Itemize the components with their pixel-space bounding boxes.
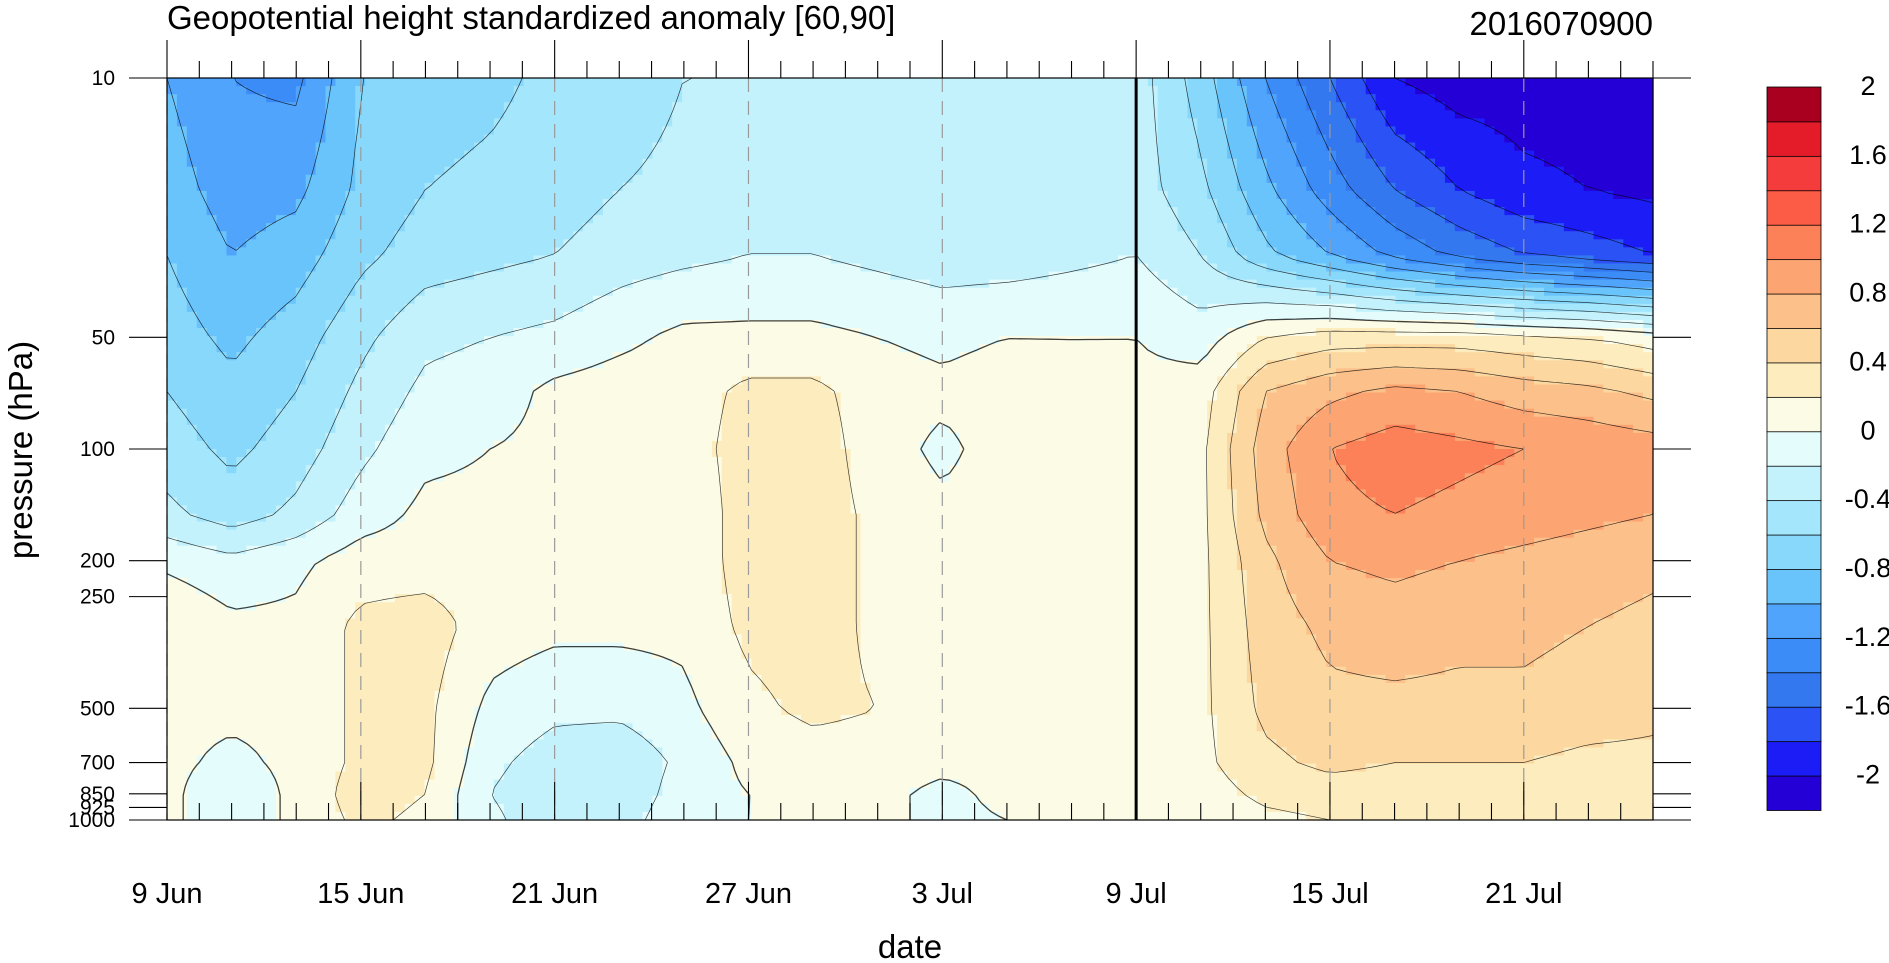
- y-tick-label: 200: [80, 550, 115, 573]
- colorbar-labels: 2 1.6 1.2 0.8 0.4 0 -0.4 -0.8 -1.2 -1.6 -2: [1845, 71, 1889, 790]
- y-tick-label: 250: [80, 586, 115, 609]
- colorbar-box: [1766, 224, 1822, 261]
- y-tick-label: 50: [92, 326, 115, 349]
- colorbar: [1766, 86, 1822, 811]
- colorbar-label: 0.8: [1849, 278, 1887, 308]
- colorbar-box: [1766, 465, 1822, 502]
- colorbar-box: [1766, 396, 1822, 433]
- y-tick-label: 700: [80, 752, 115, 775]
- x-tick-labels: 9 Jun 15 Jun 21 Jun 27 Jun 3 Jul 9 Jul 15 Jul 2…: [132, 878, 1563, 910]
- colorbar-box: [1766, 327, 1822, 364]
- contour-line: [166, 77, 1654, 291]
- colorbar-box: [1766, 603, 1822, 639]
- x-tick-label: 3 Jul: [912, 878, 973, 910]
- y-tick-label: 100: [80, 438, 115, 461]
- colorbar-label: -0.4: [1845, 484, 1889, 514]
- colorbar-label: -2: [1856, 760, 1880, 790]
- contour-line: [1332, 425, 1524, 514]
- x-tick-label: 21 Jun: [511, 878, 598, 910]
- colorbar-label: 2: [1860, 71, 1875, 101]
- run-label: 2016070900: [1469, 5, 1653, 42]
- colorbar-box: [1766, 121, 1822, 157]
- contour-line: [1361, 77, 1654, 253]
- contour-line: [166, 253, 1654, 821]
- y-tick-label: 925: [80, 796, 115, 819]
- colorbar-box: [1766, 430, 1822, 467]
- contour-line: [166, 77, 1654, 527]
- contour-line: [1297, 77, 1654, 273]
- contour-line: [166, 77, 1654, 467]
- y-axis-label: pressure (hPa): [2, 341, 39, 559]
- contour-line: [166, 77, 1654, 359]
- contour-line: [1229, 346, 1654, 773]
- x-tick-label: 9 Jul: [1105, 878, 1166, 910]
- x-tick-label: 9 Jun: [132, 878, 203, 910]
- y-tick-label: 850: [80, 783, 115, 806]
- y-tick-label: 1000: [68, 809, 115, 832]
- colorbar-box: [1766, 671, 1822, 708]
- colorbar-label: -1.6: [1845, 691, 1889, 721]
- contour-line: [1329, 77, 1654, 265]
- colorbar-box: [1766, 189, 1822, 226]
- contour-lines: [166, 77, 1654, 821]
- colorbar-box: [1766, 775, 1822, 811]
- axis-ticks: [129, 40, 1691, 821]
- colorbar-label: -0.8: [1845, 553, 1889, 583]
- x-tick-label: 27 Jun: [705, 878, 792, 910]
- y-tick-label: 10: [92, 67, 115, 90]
- colorbar-box: [1766, 155, 1822, 192]
- x-tick-label: 15 Jul: [1291, 878, 1368, 910]
- colorbar-label: 1.2: [1849, 209, 1887, 239]
- colorbar-box: [1766, 568, 1822, 605]
- x-tick-label: 15 Jun: [317, 878, 404, 910]
- y-tick-label: 500: [80, 697, 115, 720]
- colorbar-box: [1766, 534, 1822, 570]
- colorbar-label: 0.4: [1849, 346, 1887, 376]
- colorbar-box: [1766, 637, 1822, 674]
- colorbar-box: [1766, 86, 1822, 123]
- contour-line: [166, 317, 1654, 821]
- x-tick-label: 21 Jul: [1485, 878, 1562, 910]
- contour-line: [1253, 366, 1654, 682]
- contour-line: [1286, 386, 1654, 583]
- colorbar-box: [1766, 293, 1822, 329]
- contour-line: [234, 77, 1654, 282]
- x-axis-label: date: [878, 928, 942, 963]
- colorbar-label: -1.2: [1845, 622, 1889, 652]
- colorbar-box: [1766, 362, 1822, 398]
- colorbar-box: [1766, 258, 1822, 295]
- colorbar-box: [1766, 499, 1822, 536]
- chart-title: Geopotential height standardized anomaly…: [167, 0, 895, 36]
- contour-field: [167, 78, 1654, 821]
- contour-line: [335, 330, 1654, 821]
- colorbar-box: [1766, 740, 1822, 777]
- colorbar-label: 0: [1860, 415, 1875, 445]
- colorbar-box: [1766, 706, 1822, 743]
- colorbar-label: 1.6: [1849, 140, 1887, 170]
